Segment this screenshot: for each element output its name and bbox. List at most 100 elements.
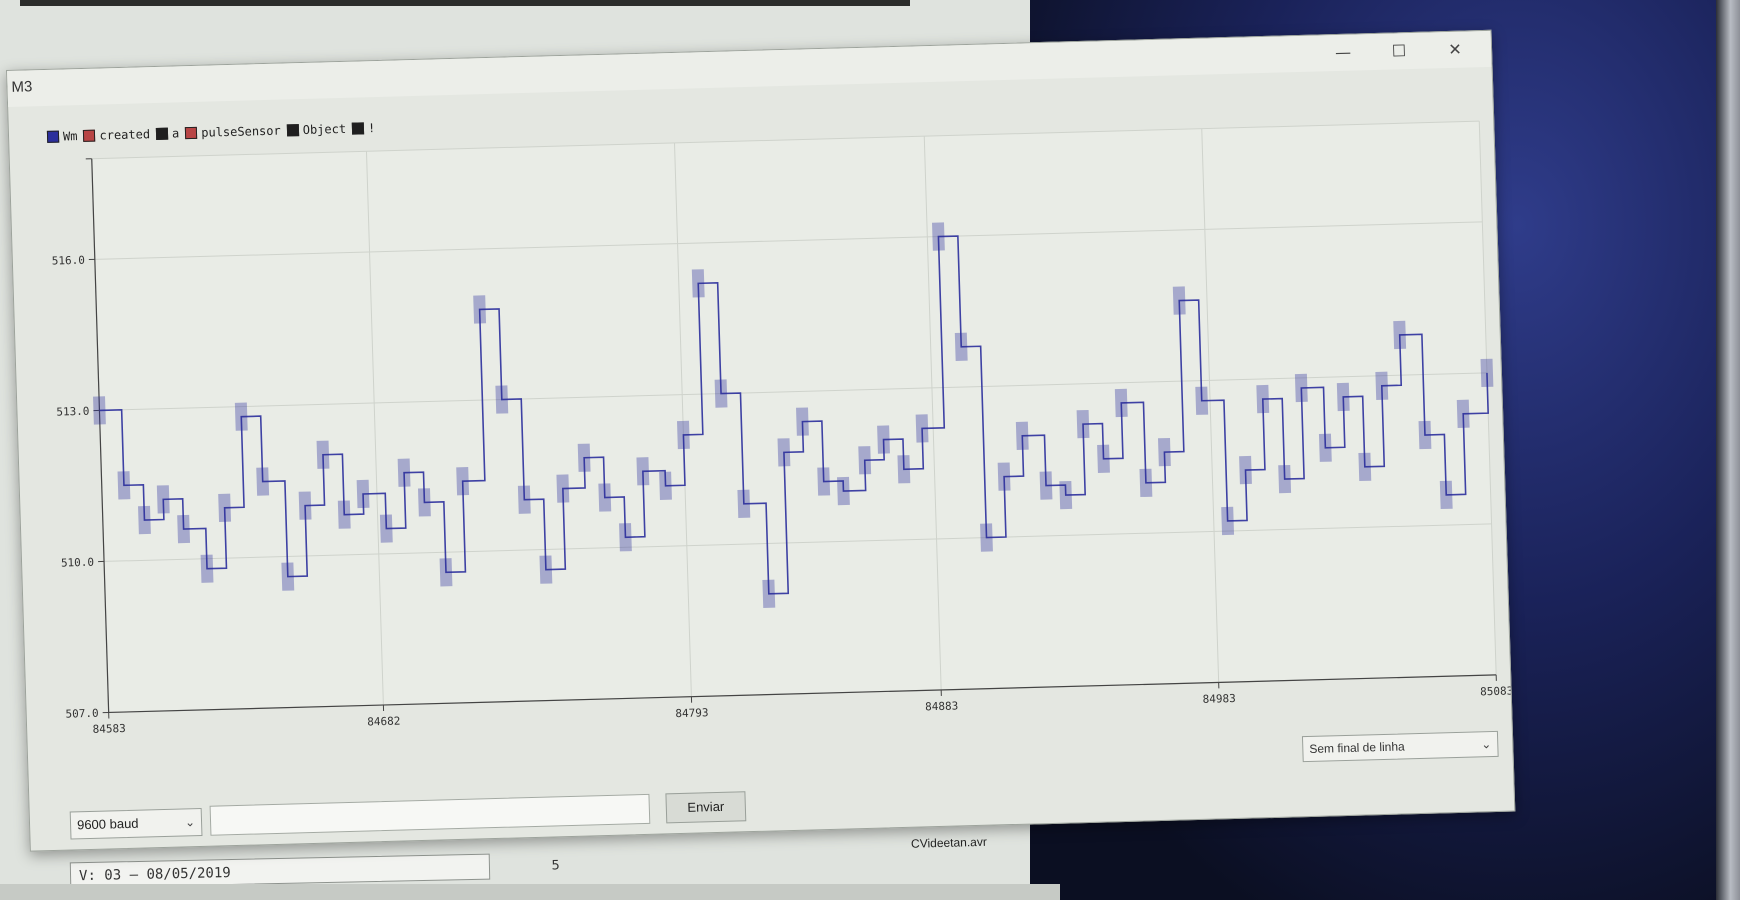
- series-point: [997, 462, 1011, 491]
- series-point: [316, 440, 330, 469]
- series-point: [138, 505, 151, 535]
- plot-area: [91, 121, 1497, 713]
- legend-label: Wm: [62, 129, 78, 144]
- chevron-down-icon: ⌄: [184, 815, 196, 830]
- series-point: [1039, 471, 1053, 500]
- legend-item: Object: [286, 121, 347, 138]
- grid-line-horizontal: [94, 221, 1483, 260]
- window-title: M3: [11, 78, 33, 96]
- y-tick-label: 513.0: [56, 405, 90, 419]
- series-point: [539, 555, 553, 584]
- series-point: [932, 222, 945, 251]
- series-point: [636, 457, 650, 486]
- grid-line-vertical: [365, 151, 384, 706]
- series-point: [397, 458, 411, 487]
- legend-item: a: [155, 126, 179, 141]
- series-point: [1239, 455, 1252, 485]
- series-point: [1294, 373, 1308, 403]
- series-point: [1076, 409, 1090, 439]
- series-point: [897, 455, 911, 484]
- series-line: [99, 235, 1489, 595]
- series-point: [1195, 386, 1209, 415]
- series-point: [777, 438, 791, 467]
- legend-swatch: [46, 130, 60, 143]
- series-point: [1139, 468, 1153, 498]
- series-point: [1278, 464, 1292, 494]
- legend-label: created: [99, 127, 151, 143]
- series-point: [1336, 382, 1350, 412]
- series-point: [1358, 452, 1372, 482]
- series-point: [298, 491, 312, 520]
- x-tick-label: 84983: [1202, 692, 1236, 706]
- series-point: [714, 379, 728, 408]
- legend-swatch: [286, 124, 299, 137]
- series-point: [1480, 358, 1494, 388]
- line-ending-value: Sem final de linha: [1309, 739, 1405, 756]
- grid-line-vertical: [673, 142, 692, 697]
- series-point: [356, 479, 370, 509]
- series-point: [218, 493, 232, 522]
- ide-bottom-bar: [0, 884, 1060, 900]
- legend-item: pulseSensor: [185, 124, 281, 141]
- legend-swatch: [155, 127, 169, 140]
- window-controls: — ☐ ✕: [1317, 35, 1482, 65]
- series-point: [281, 562, 295, 591]
- legend-label: Object: [302, 121, 347, 137]
- series-point: [1221, 506, 1235, 536]
- series-point: [598, 483, 612, 512]
- legend-item: created: [83, 127, 150, 143]
- series-point: [877, 425, 890, 454]
- grid-line-horizontal: [91, 120, 1480, 160]
- series-point: [417, 488, 431, 517]
- close-icon[interactable]: ✕: [1448, 39, 1463, 59]
- series-point: [177, 514, 191, 544]
- send-input[interactable]: [209, 793, 651, 836]
- legend-swatch: [351, 122, 365, 135]
- series-point: [577, 443, 591, 472]
- series-point: [456, 467, 470, 496]
- legend-label: !: [367, 121, 376, 136]
- series-point: [517, 485, 531, 514]
- series-point: [737, 489, 751, 518]
- series-point: [1439, 480, 1453, 510]
- series-point: [156, 485, 170, 514]
- y-tick-label: 507.0: [65, 707, 99, 721]
- send-button[interactable]: Enviar: [665, 791, 747, 824]
- grid-line-vertical: [923, 136, 942, 690]
- series-point: [1393, 320, 1407, 350]
- y-tick-label: 516.0: [52, 254, 86, 268]
- series-point: [473, 295, 487, 324]
- chevron-down-icon: ⌄: [1481, 737, 1492, 752]
- series-point: [379, 514, 393, 543]
- series-point: [659, 471, 672, 500]
- legend-swatch: [83, 129, 96, 142]
- series-point: [915, 414, 929, 443]
- line-ending-select[interactable]: Sem final de linha ⌄: [1301, 730, 1499, 763]
- series-point: [762, 579, 776, 608]
- series-point: [337, 500, 351, 529]
- series-point: [1375, 371, 1389, 400]
- series-point: [1114, 388, 1128, 418]
- serial-plot: 507.0 510.0 513.0 516.0 84583 84682 84793 84883…: [52, 120, 1512, 736]
- series-point: [93, 396, 106, 425]
- series-point: [1059, 480, 1073, 510]
- legend-item: Wm: [46, 129, 78, 144]
- y-axis: [91, 158, 110, 713]
- series-point: [1418, 420, 1432, 450]
- minimize-icon[interactable]: —: [1334, 42, 1352, 62]
- baud-rate-select[interactable]: 9600 baud ⌄: [69, 807, 203, 840]
- series-point: [1256, 384, 1270, 414]
- series-point: [980, 523, 993, 552]
- maximize-icon[interactable]: ☐: [1391, 40, 1407, 61]
- series-point: [1097, 444, 1110, 473]
- status-text: 5: [551, 858, 561, 874]
- grid-line-vertical: [1201, 128, 1220, 683]
- series-point: [837, 476, 850, 506]
- status-right-text: CVideetan.avr: [910, 834, 988, 851]
- legend-item: !: [351, 121, 376, 136]
- series-point: [495, 385, 509, 414]
- x-tick-label: 84793: [675, 706, 709, 720]
- series-point: [234, 402, 248, 431]
- legend-swatch: [185, 126, 198, 140]
